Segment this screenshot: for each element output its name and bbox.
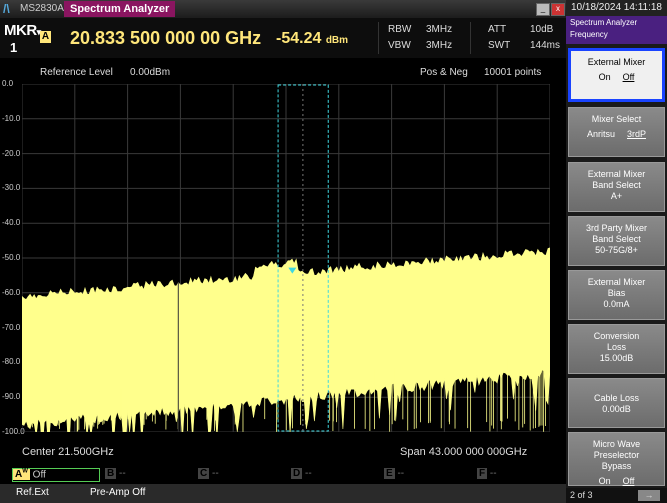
y-tick-label: -20.0 bbox=[2, 148, 21, 158]
sweep-points: 10001 points bbox=[484, 67, 542, 78]
reference-level-label: Reference Level bbox=[40, 67, 113, 78]
y-tick-label: -100.0 bbox=[2, 427, 25, 436]
softkey-4[interactable]: 3rd Party Mixer Band Select 50-75G/8+ bbox=[568, 216, 665, 266]
marker-frequency: 20.833 500 000 00 GHz bbox=[70, 28, 262, 48]
detector-mode: Pos & Neg bbox=[420, 67, 468, 78]
marker-number: 1 bbox=[10, 40, 18, 55]
swt-value: 144ms bbox=[530, 40, 561, 51]
dropdown-icon: ▾ bbox=[36, 27, 42, 37]
y-tick-label: -80.0 bbox=[2, 357, 21, 367]
y-tick-label: -90.0 bbox=[2, 392, 21, 402]
page-label: 2 of 3 bbox=[570, 490, 593, 500]
y-tick-label: -70.0 bbox=[2, 322, 21, 332]
marker-triangle-icon bbox=[288, 267, 297, 274]
trace-b-indicator[interactable]: B -- bbox=[105, 468, 126, 479]
anritsu-logo-icon: /\ bbox=[3, 2, 10, 16]
trace-e-indicator[interactable]: E -- bbox=[384, 468, 405, 479]
marker-level: -54.24 dBm bbox=[276, 30, 349, 47]
next-page-icon[interactable]: → bbox=[638, 490, 660, 501]
trace-f-indicator[interactable]: F -- bbox=[477, 468, 497, 479]
divider bbox=[470, 22, 471, 54]
preamp-status: Pre-Amp Off bbox=[90, 487, 146, 498]
softkey-3[interactable]: External Mixer Band Select A+ bbox=[568, 162, 665, 212]
softkey-1[interactable]: External Mixer On Off bbox=[568, 48, 665, 102]
marker-row: MKR▾ 1 A 20.833 500 000 00 GHz -54.24 dB… bbox=[0, 18, 566, 58]
trace-a-indicator[interactable]: AW Off bbox=[12, 468, 100, 482]
y-tick-label: -10.0 bbox=[2, 113, 21, 123]
app-tab[interactable]: Spectrum Analyzer bbox=[64, 1, 176, 17]
status-bar: Ref.Ext Pre-Amp Off bbox=[0, 484, 566, 503]
softkey-panel: 10/18/2024 14:11:18 Spectrum Analyzer Fr… bbox=[566, 0, 667, 503]
reference-source: Ref.Ext bbox=[16, 487, 49, 498]
trace-c-indicator[interactable]: C -- bbox=[198, 468, 219, 479]
page-indicator: 2 of 3 → bbox=[566, 488, 667, 503]
softkey-2[interactable]: Mixer Select Anritsu 3rdP bbox=[568, 107, 665, 157]
vbw-value: 3MHz bbox=[426, 40, 453, 51]
rbw-label: RBW bbox=[388, 24, 412, 35]
menu-header-sub: Frequency bbox=[570, 30, 608, 39]
marker-trace-badge: A bbox=[40, 31, 51, 43]
marker-label[interactable]: MKR▾ bbox=[4, 22, 41, 39]
rbw-value: 3MHz bbox=[426, 24, 453, 35]
att-label: ATT bbox=[488, 24, 507, 35]
y-tick-label: 0.0 bbox=[2, 79, 14, 88]
y-tick-label: -30.0 bbox=[2, 183, 21, 193]
softkey-8[interactable]: Micro Wave Preselector Bypass On Off bbox=[568, 432, 665, 486]
y-tick-label: -60.0 bbox=[2, 287, 21, 297]
span: Span 43.000 000 000GHz bbox=[400, 446, 528, 458]
menu-header-title: Spectrum Analyzer bbox=[570, 18, 638, 27]
datetime: 10/18/2024 14:11:18 bbox=[566, 0, 667, 16]
spectrum-plot[interactable] bbox=[22, 84, 550, 432]
close-button[interactable]: x bbox=[551, 3, 565, 16]
divider bbox=[378, 22, 379, 54]
softkey-7[interactable]: Cable Loss 0.00dB bbox=[568, 378, 665, 428]
center-frequency: Center 21.500GHz bbox=[22, 446, 114, 458]
att-value: 10dB bbox=[530, 24, 554, 35]
title-bar: /\ MS2830A Spectrum Analyzer _ x bbox=[0, 0, 566, 18]
vbw-label: VBW bbox=[388, 40, 411, 51]
y-tick-label: -40.0 bbox=[2, 218, 21, 228]
status-area: AW Off B -- C -- D -- E -- F -- Ref.Ext Pre-A… bbox=[0, 466, 566, 503]
model-label: MS2830A bbox=[20, 3, 64, 14]
minimize-button[interactable]: _ bbox=[536, 3, 550, 16]
reference-level-value: 0.00dBm bbox=[130, 67, 171, 78]
spectrum-graph[interactable]: Reference Level 0.00dBm Pos & Neg 10001 … bbox=[0, 58, 566, 466]
y-tick-label: -50.0 bbox=[2, 253, 21, 262]
softkey-5[interactable]: External Mixer Bias 0.0mA bbox=[568, 270, 665, 320]
softkey-6[interactable]: Conversion Loss 15.00dB bbox=[568, 324, 665, 374]
swt-label: SWT bbox=[488, 40, 511, 51]
spectrum-trace bbox=[22, 247, 550, 432]
trace-d-indicator[interactable]: D -- bbox=[291, 468, 312, 479]
menu-header: Spectrum Analyzer Frequency bbox=[566, 16, 667, 44]
